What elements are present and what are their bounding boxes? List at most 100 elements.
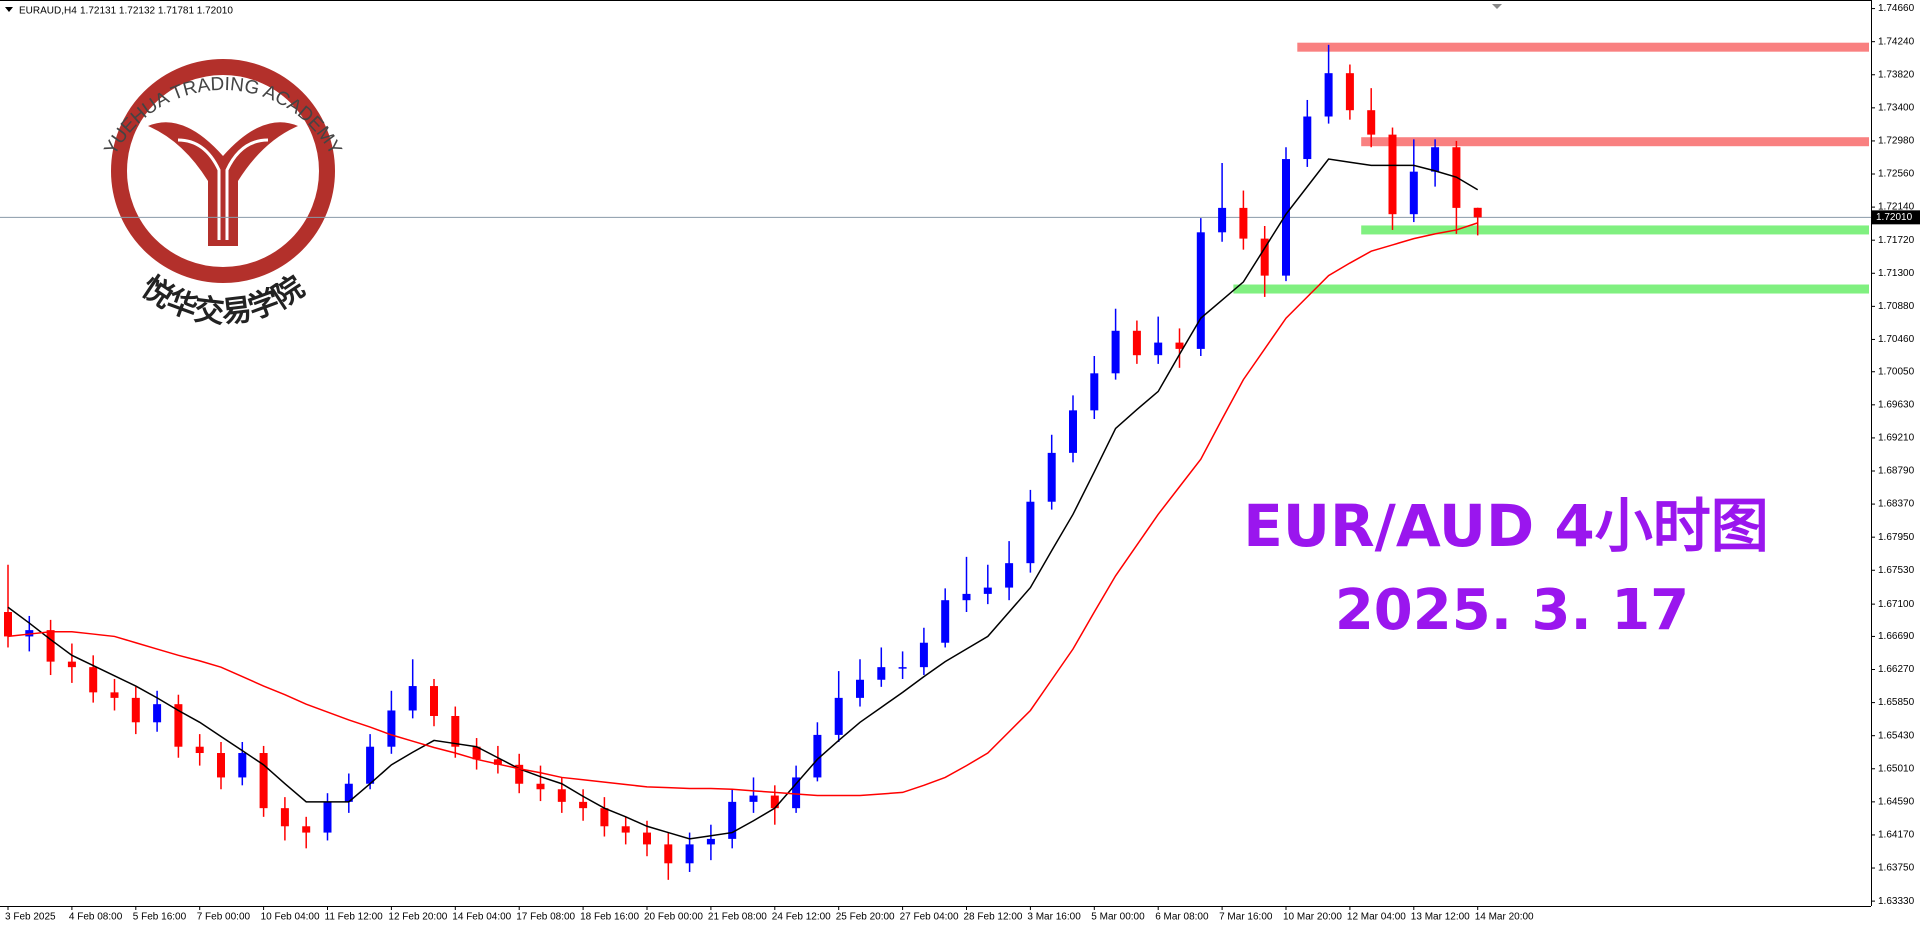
y-tick-label: 1.67950 [1878, 532, 1915, 543]
shift-marker [1492, 4, 1502, 9]
x-tick-label: 14 Feb 04:00 [452, 912, 511, 923]
candle-body [302, 826, 311, 833]
candle-body [1026, 501, 1035, 564]
x-tick-label: 24 Feb 12:00 [772, 912, 831, 923]
y-tick-label: 1.71720 [1878, 235, 1915, 246]
candle-body [1409, 171, 1418, 215]
y-tick-label: 1.68370 [1878, 499, 1915, 510]
level-zone [1361, 137, 1869, 147]
y-tick-label: 1.65850 [1878, 697, 1915, 708]
candle-body [131, 697, 140, 723]
candle-body [600, 808, 609, 827]
candle-body [1005, 563, 1014, 588]
candle-body [1111, 330, 1120, 374]
logo-symbol-detail [177, 138, 269, 240]
candle-body [89, 667, 98, 693]
x-tick-label: 10 Feb 04:00 [261, 912, 320, 923]
candle-body [877, 667, 886, 680]
annotation-title: EUR/AUD 4小时图 [1243, 492, 1768, 560]
candle-body [898, 667, 907, 669]
x-tick-label: 11 Feb 12:00 [325, 912, 384, 923]
candle-body [238, 753, 247, 778]
x-tick-label: 27 Feb 04:00 [900, 912, 959, 923]
y-tick-label: 1.73400 [1878, 102, 1915, 113]
quote: 1.72131 1.72132 1.71781 1.72010 [80, 6, 233, 17]
candle-body [1090, 373, 1099, 411]
y-tick-label: 1.66690 [1878, 631, 1915, 642]
candle-body [1260, 238, 1269, 276]
candle-body [280, 808, 289, 827]
x-tick-label: 12 Feb 20:00 [388, 912, 447, 923]
candle-body [4, 612, 12, 637]
candle-body [46, 630, 55, 662]
y-tick-label: 1.71300 [1878, 268, 1915, 279]
y-tick-label: 1.65010 [1878, 763, 1915, 774]
y-tick-label: 1.69210 [1878, 433, 1915, 444]
x-tick-label: 21 Feb 08:00 [708, 912, 767, 923]
menu-triangle [5, 7, 13, 12]
candle-body [67, 661, 76, 668]
candle-body [1324, 73, 1333, 117]
candle-body [472, 746, 481, 760]
candle-body [834, 697, 843, 735]
candle-body [366, 746, 375, 784]
candle-body [1218, 207, 1227, 233]
candle-body [1239, 207, 1248, 239]
level-zone [1361, 225, 1869, 235]
x-tick-label: 3 Feb 2025 [5, 912, 56, 923]
y-tick-label: 1.63330 [1878, 896, 1915, 907]
candle-body [408, 686, 417, 711]
y-tick-label: 1.64170 [1878, 830, 1915, 841]
y-tick-label: 1.72140 [1878, 202, 1915, 213]
candle-body [515, 764, 524, 784]
x-tick-label: 13 Mar 12:00 [1411, 912, 1470, 923]
y-tick-label: 1.67530 [1878, 565, 1915, 576]
level-zone [1233, 284, 1869, 294]
candle-body [195, 746, 204, 754]
candle-body [323, 801, 332, 833]
candle-body [685, 844, 694, 864]
candle-body [25, 630, 34, 637]
last-price-box [1872, 210, 1920, 225]
y-tick-label: 1.72980 [1878, 136, 1915, 147]
x-tick-label: 5 Mar 00:00 [1091, 912, 1145, 923]
y-tick-label: 1.64590 [1878, 796, 1915, 807]
candle-body [1196, 232, 1205, 349]
candle-body [1303, 116, 1312, 160]
x-tick-label: 5 Feb 16:00 [133, 912, 187, 923]
last-price-label: 1.72010 [1876, 212, 1913, 223]
x-tick-label: 7 Mar 16:00 [1219, 912, 1273, 923]
candle-body [1132, 330, 1141, 356]
symbol: EURAUD,H4 [19, 6, 77, 17]
x-tick-label: 17 Feb 08:00 [516, 912, 575, 923]
x-tick-label: 25 Feb 20:00 [836, 912, 895, 923]
y-tick-label: 1.70460 [1878, 334, 1915, 345]
x-tick-label: 12 Mar 04:00 [1347, 912, 1406, 923]
y-tick-label: 1.74240 [1878, 36, 1915, 47]
candle-body [174, 704, 183, 747]
moving-average [7, 222, 1478, 797]
candle-body [1154, 342, 1163, 356]
candle-body [728, 801, 737, 839]
candle-body [621, 826, 630, 833]
x-tick-label: 7 Feb 00:00 [197, 912, 251, 923]
y-tick-label: 1.70050 [1878, 366, 1915, 377]
y-tick-label: 1.66270 [1878, 664, 1915, 675]
candle-body [557, 789, 566, 802]
y-tick-label: 1.70880 [1878, 301, 1915, 312]
y-tick-label: 1.73820 [1878, 69, 1915, 80]
candle-body [153, 704, 162, 723]
level-zone [1297, 42, 1869, 52]
candle-body [983, 587, 992, 594]
candle-body [536, 783, 545, 790]
candle-body [1175, 342, 1184, 349]
candle-body [110, 692, 119, 698]
candle-body [643, 832, 651, 845]
candle-body [1388, 134, 1397, 215]
y-tick-label: 1.63750 [1878, 863, 1915, 874]
candle-body [1345, 73, 1354, 111]
y-tick-label: 1.67100 [1878, 599, 1915, 610]
candle-body [813, 734, 822, 778]
